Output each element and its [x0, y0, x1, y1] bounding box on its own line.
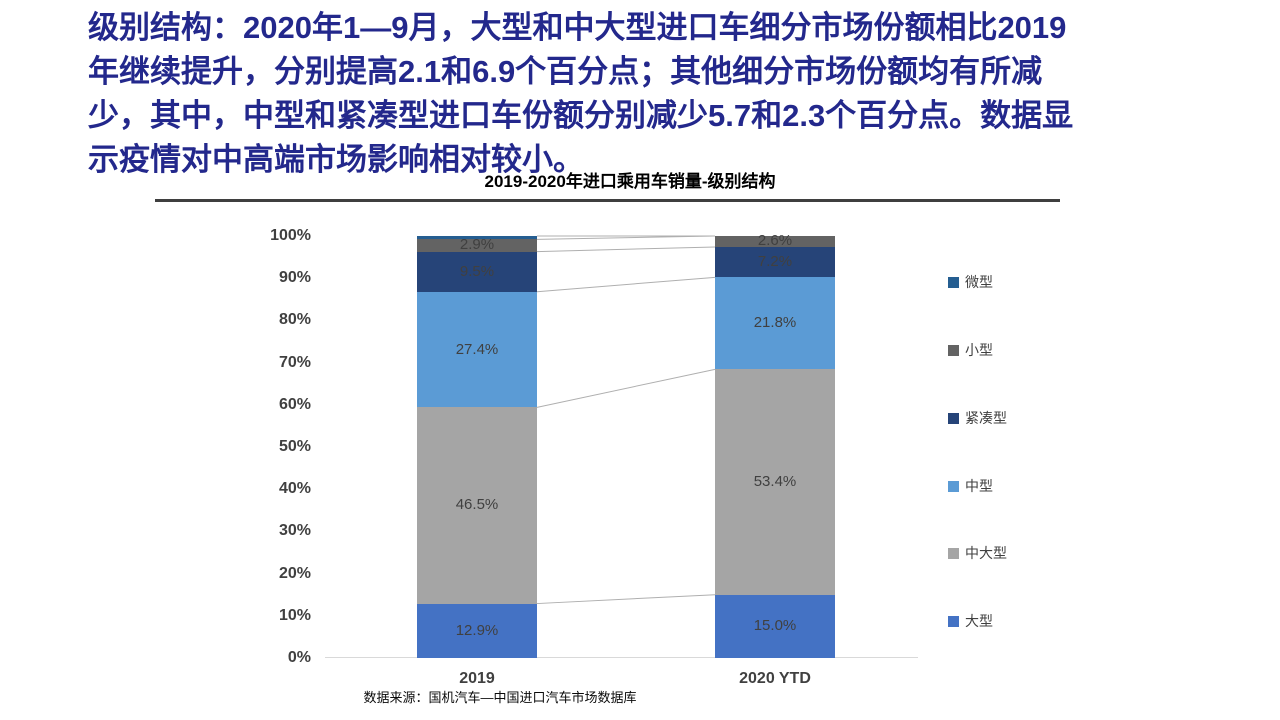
x-axis-category-label: 2019 — [459, 670, 495, 687]
bar-segment-label: 27.4% — [455, 340, 499, 358]
legend-swatch — [948, 276, 959, 288]
x-axis-category-label: 2020 YTD — [739, 670, 811, 687]
bar-segment — [715, 594, 835, 658]
connector-line — [536, 368, 716, 408]
legend-label: 紧凑型 — [965, 410, 1007, 426]
bar-segment-label: 15.0% — [753, 617, 797, 635]
y-axis-tick-label: 70% — [278, 353, 311, 371]
bar-segment — [417, 291, 537, 408]
headline-line-4: 示疫情对中高端市场影响相对较小。 — [88, 142, 584, 177]
legend-item: 中大型 — [948, 544, 1007, 562]
y-axis-tick-label: 30% — [278, 522, 311, 540]
legend-swatch — [948, 547, 959, 559]
bar-segment — [715, 246, 835, 278]
legend-label: 中大型 — [965, 545, 1007, 561]
bar-segment — [417, 603, 537, 658]
bar-segment-label: 9.5% — [459, 262, 495, 280]
legend-label: 微型 — [965, 274, 993, 290]
connector-line — [536, 276, 716, 293]
bar-segment — [715, 277, 835, 370]
bar-segment-label: 21.8% — [753, 314, 797, 332]
source-note: 数据来源：国机汽车—中国进口汽车市场数据库 — [363, 690, 637, 705]
title-divider-rule — [155, 199, 1060, 202]
bar-segment — [417, 407, 537, 604]
legend-item: 大型 — [948, 612, 993, 630]
y-axis-tick-label: 80% — [278, 311, 311, 329]
chart-title: 2019-2020年进口乘用车销量-级别结构 — [484, 172, 776, 191]
y-axis-tick-label: 60% — [278, 395, 311, 413]
legend-label: 小型 — [965, 342, 993, 358]
legend-item: 紧凑型 — [948, 409, 1007, 427]
legend-swatch — [948, 480, 959, 492]
headline-line-3: 少，其中，中型和紧凑型进口车份额分别减少5.7和2.3个百分点。数据显 — [88, 98, 1074, 133]
legend-swatch — [948, 412, 959, 424]
y-axis-tick-label: 90% — [278, 269, 311, 287]
bar-segment — [417, 236, 537, 240]
legend-item: 中型 — [948, 477, 993, 495]
bar-segment-label: 2.6% — [757, 232, 793, 250]
bar-segment — [417, 251, 537, 292]
legend-swatch — [948, 615, 959, 627]
connector-line — [536, 594, 716, 605]
y-axis-tick-label: 100% — [270, 227, 311, 244]
legend-item: 小型 — [948, 341, 993, 359]
y-axis-tick-label: 40% — [278, 480, 311, 498]
connector-line — [536, 235, 716, 240]
y-axis-tick-label: 0% — [287, 649, 311, 666]
headline-text: 级别结构：2020年1—9月，大型和中大型进口车细分市场份额相比2019 年继续… — [88, 6, 1198, 182]
legend-item: 微型 — [948, 273, 993, 291]
bar-segment — [715, 369, 835, 595]
connector-line — [536, 246, 716, 253]
bar-segment-label: 53.4% — [753, 473, 797, 491]
bar-segment — [715, 236, 835, 247]
legend-label: 大型 — [965, 613, 993, 629]
y-axis-tick-label: 20% — [278, 564, 311, 582]
bar-segment-label: 46.5% — [455, 496, 499, 514]
headline-line-1: 级别结构：2020年1—9月，大型和中大型进口车细分市场份额相比2019 — [88, 10, 1067, 45]
y-axis-tick-label: 10% — [278, 606, 311, 624]
bar-segment-label: 2.9% — [459, 236, 495, 254]
legend-swatch — [948, 344, 959, 356]
bar-segment-label: 12.9% — [455, 621, 499, 639]
bar-segment-label: 7.2% — [757, 253, 793, 271]
bar-segment — [417, 239, 537, 252]
headline-line-2: 年继续提升，分别提高2.1和6.9个百分点；其他细分市场份额均有所减 — [88, 54, 1043, 89]
y-axis-tick-label: 50% — [278, 438, 311, 455]
legend-label: 中型 — [965, 478, 993, 494]
plot-baseline — [325, 657, 918, 658]
